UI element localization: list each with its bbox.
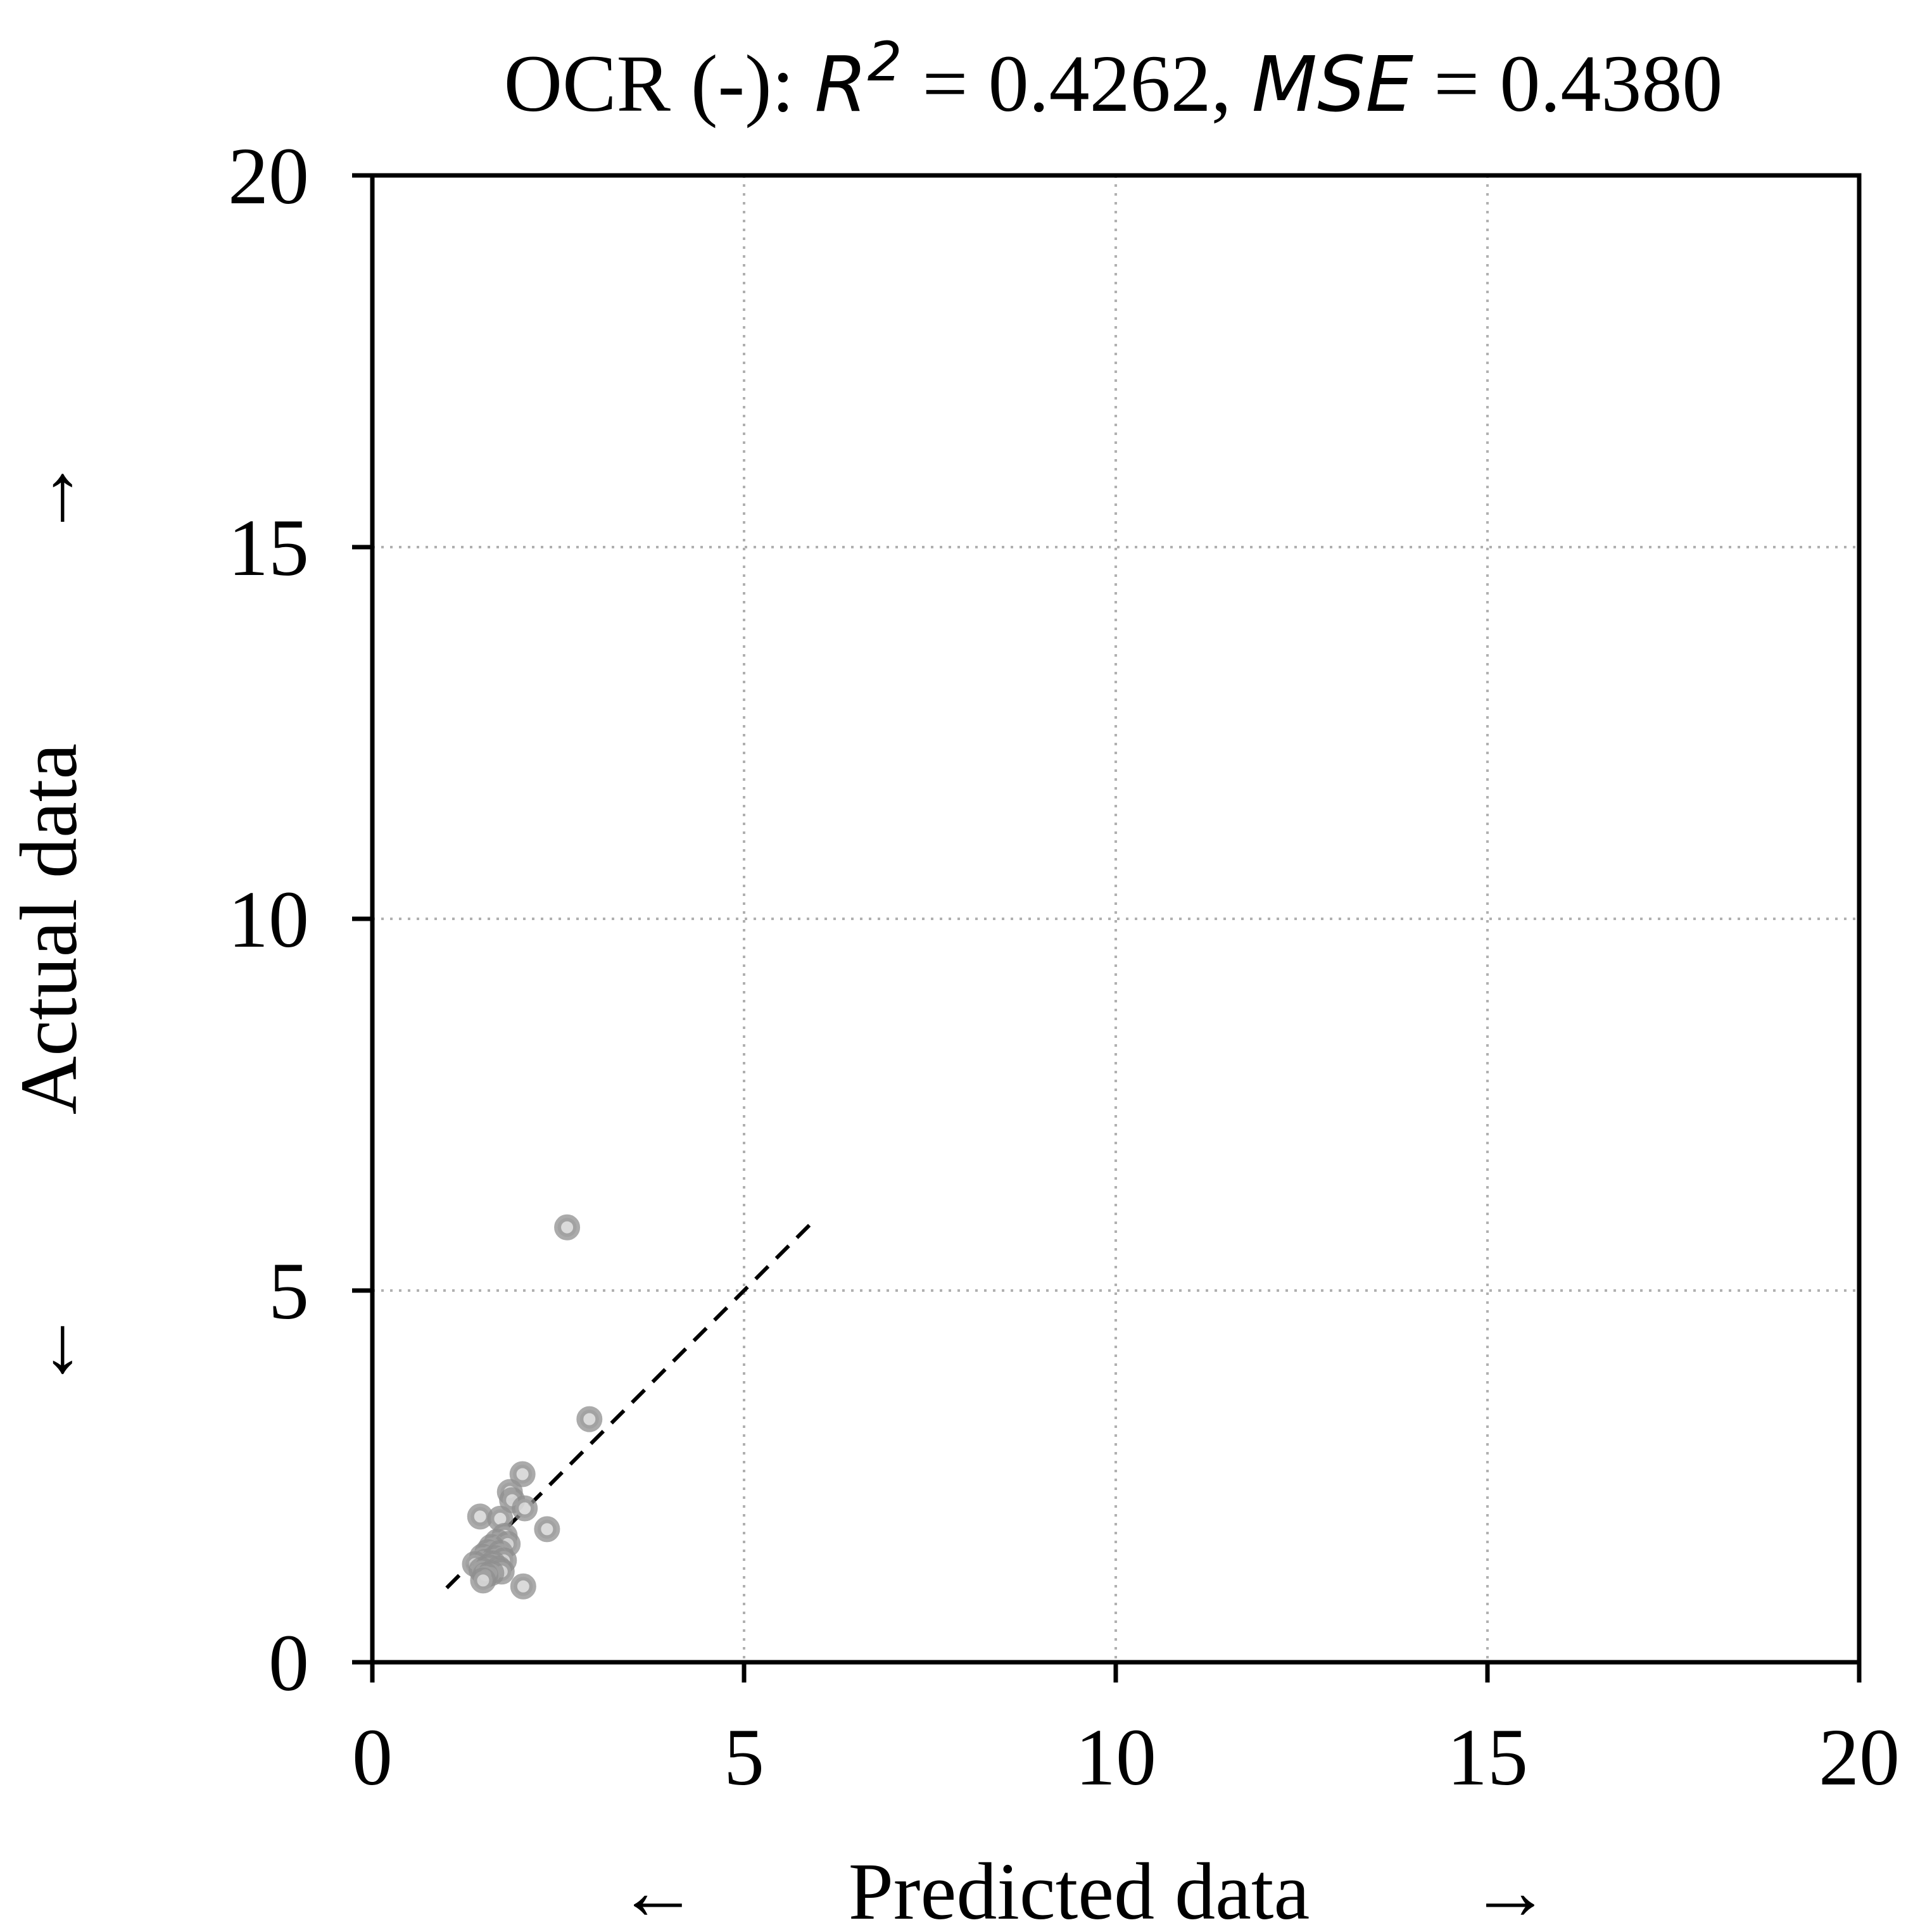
- x-axis-label: ← Predicted data →: [617, 1847, 1551, 1932]
- title-prefix: OCR (-):: [504, 39, 815, 129]
- title-mse-value: = 0.4380: [1413, 39, 1722, 129]
- x-label-right-arrow: →: [1470, 1847, 1551, 1932]
- scatter-point: [512, 1495, 538, 1522]
- chart-title: OCR (-): R2 = 0.4262, MSE = 0.4380: [504, 30, 1723, 129]
- x-label-text: Predicted data: [849, 1847, 1310, 1932]
- x-tick-label: 0: [352, 1712, 393, 1802]
- x-label-left-arrow: ←: [617, 1847, 698, 1932]
- y-label-down-arrow: ←: [4, 1310, 94, 1391]
- y-ticks: 0 5 10 15 20: [228, 131, 372, 1708]
- svg-text:← Actual data →: ← Actual data →: [4, 457, 94, 1391]
- y-tick-label: 15: [228, 503, 309, 593]
- x-tick-label: 10: [1075, 1712, 1156, 1802]
- scatter-points: [462, 1214, 603, 1600]
- y-label-text: Actual data: [4, 743, 94, 1114]
- y-tick-label: 5: [268, 1246, 309, 1336]
- x-tick-label: 5: [724, 1712, 764, 1802]
- x-ticks: 0 5 10 15 20: [352, 1662, 1900, 1802]
- y-tick-label: 20: [228, 131, 309, 221]
- scatter-point: [576, 1406, 603, 1432]
- y-axis-label: ← Actual data →: [4, 457, 94, 1391]
- scatter-point: [534, 1516, 560, 1543]
- scatter-point: [467, 1503, 493, 1530]
- title-r2-symbol: R: [814, 41, 867, 129]
- y-tick-label: 0: [268, 1618, 309, 1708]
- scatter-point: [554, 1214, 581, 1241]
- scatter-point: [470, 1567, 496, 1594]
- x-tick-label: 20: [1819, 1712, 1900, 1802]
- scatter-point: [509, 1461, 536, 1487]
- y-label-up-arrow: →: [4, 457, 94, 538]
- y-tick-label: 10: [228, 874, 309, 964]
- title-mse-symbol: MSE: [1252, 41, 1414, 129]
- scatter-point: [510, 1573, 536, 1600]
- title-r2-value: = 0.4262,: [902, 39, 1251, 129]
- title-r2-exponent: 2: [868, 30, 902, 94]
- x-tick-label: 15: [1447, 1712, 1528, 1802]
